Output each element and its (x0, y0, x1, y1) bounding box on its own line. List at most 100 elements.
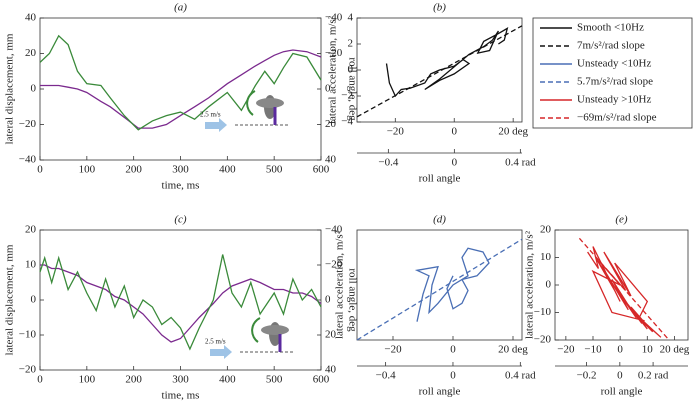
y-tick-label: 10 (540, 251, 552, 263)
x-tick-label: 100 (79, 164, 96, 176)
x-tick-label: −10 (584, 344, 602, 356)
x-tick-label: 0 (617, 344, 623, 356)
panel-title: (d) (433, 214, 446, 226)
legend-label: Unsteady <10Hz (577, 58, 651, 70)
data-line (40, 264, 322, 343)
x-tick-label: 10 (642, 344, 654, 356)
x2-tick-label: 0.2 rad (638, 370, 669, 382)
x-axis-label: time, ms (162, 180, 200, 192)
y-axis-label: lateral acceleration, m/s² (327, 15, 339, 124)
y-axis-label: lateral displacement, mm (4, 33, 16, 144)
y-tick-label: −20 (19, 118, 37, 130)
y-tick-label: 0 (31, 294, 37, 306)
x2-tick-label: −0.4 (378, 157, 398, 169)
x-tick-label: −20 (384, 344, 402, 356)
x-tick-label: 200 (125, 164, 142, 176)
x-tick-label: −20 (557, 344, 575, 356)
y-tick-label: 0 (31, 83, 37, 95)
x-tick-label: 200 (125, 374, 142, 386)
y-tick-label: 0 (546, 279, 552, 291)
data-line (385, 27, 509, 98)
y-tick-label: 40 (25, 12, 37, 24)
inset-wing (256, 98, 284, 108)
y-axis-label: lateral acceleration, m/s² (334, 230, 346, 339)
y-tick-label: −4 (341, 116, 353, 128)
x-tick-label: 20 deg (660, 344, 690, 356)
y2-tick-label: −20 (325, 259, 343, 271)
data-line (356, 238, 523, 341)
data-line (578, 237, 670, 341)
y2-tick-label: −40 (325, 224, 343, 236)
x-axis-label: time, ms (162, 390, 200, 402)
x2-tick-label: 0 (617, 370, 623, 382)
x-tick-label: 300 (172, 374, 189, 386)
data-line (39, 34, 322, 131)
x-axis-label: roll angle (419, 386, 461, 398)
x-tick-label: 300 (172, 164, 189, 176)
y2-tick-label: 40 (325, 154, 337, 166)
legend-label: Smooth <10Hz (577, 22, 644, 34)
x-tick-label: 0 (451, 126, 457, 138)
x-tick-label: 500 (266, 164, 283, 176)
y-tick-label: −40 (19, 154, 37, 166)
y-tick-label: 0 (348, 64, 354, 76)
x2-tick-label: 0 (450, 370, 456, 382)
y2-axis-label: roll angle, deg (346, 57, 358, 121)
x2-tick-label: −0.2 (577, 370, 597, 382)
y2-tick-label: 20 (325, 329, 337, 341)
x2-tick-label: 0.4 rad (505, 157, 536, 169)
x2-tick-label: 0.4 rad (505, 370, 536, 382)
y-axis-label: lateral acceleration, m/s² (524, 230, 536, 339)
y2-tick-label: 40 (325, 364, 337, 376)
y2-tick-label: 20 (325, 118, 337, 130)
y-tick-label: −20 (19, 364, 37, 376)
y2-tick-label: 0 (325, 83, 331, 95)
y2-axis-label: roll angle, deg (346, 268, 358, 332)
x-tick-label: 400 (219, 374, 236, 386)
y-tick-label: −10 (19, 329, 37, 341)
y2-tick-label: 0 (325, 294, 331, 306)
inset-arrow (210, 349, 224, 356)
y2-tick-label: −40 (325, 12, 343, 24)
x-tick-label: 600 (313, 164, 330, 176)
legend-label: Unsteady >10Hz (577, 94, 651, 106)
y-tick-label: 20 (540, 224, 552, 236)
panel-title: (b) (433, 2, 446, 14)
legend-label: 5.7m/s²/rad slope (577, 76, 653, 88)
x-tick-label: 20 deg (498, 344, 528, 356)
speed-label: 2.5 m/s (200, 111, 221, 119)
x-axis-label: roll angle (419, 173, 461, 185)
panel-title: (e) (615, 214, 628, 226)
data-line (356, 25, 523, 118)
data-line (587, 246, 662, 338)
data-line (39, 254, 322, 351)
y-tick-label: 20 (25, 224, 37, 236)
legend-label: 7m/s²/rad slope (577, 40, 645, 52)
y-axis-label: lateral displacement, mm (4, 244, 16, 355)
y2-tick-label: −20 (325, 47, 343, 59)
legend-box (532, 17, 693, 129)
y-tick-label: 10 (25, 259, 37, 271)
panel-title: (c) (174, 214, 187, 226)
legend-label: −69m/s²/rad slope (577, 112, 657, 124)
y-tick-label: 4 (348, 12, 354, 24)
inset-roll-arrow (251, 317, 261, 343)
inset-roll-arrow (246, 90, 256, 116)
plot-frame (39, 17, 322, 161)
y-tick-label: −20 (534, 334, 552, 346)
x-tick-label: 400 (219, 164, 236, 176)
x-tick-label: 0 (37, 164, 43, 176)
y-tick-label: −10 (534, 306, 552, 318)
speed-label: 2.5 m/s (205, 338, 226, 346)
y-tick-label: −2 (341, 90, 353, 102)
x-tick-label: −20 (387, 126, 405, 138)
x-tick-label: 500 (266, 374, 283, 386)
data-line (40, 49, 322, 129)
x-tick-label: 0 (450, 344, 456, 356)
x-tick-label: 0 (37, 374, 43, 386)
x-tick-label: 20 deg (498, 126, 528, 138)
inset-arrow-head (224, 345, 232, 359)
data-line (414, 247, 490, 322)
y-tick-label: 2 (348, 38, 354, 50)
